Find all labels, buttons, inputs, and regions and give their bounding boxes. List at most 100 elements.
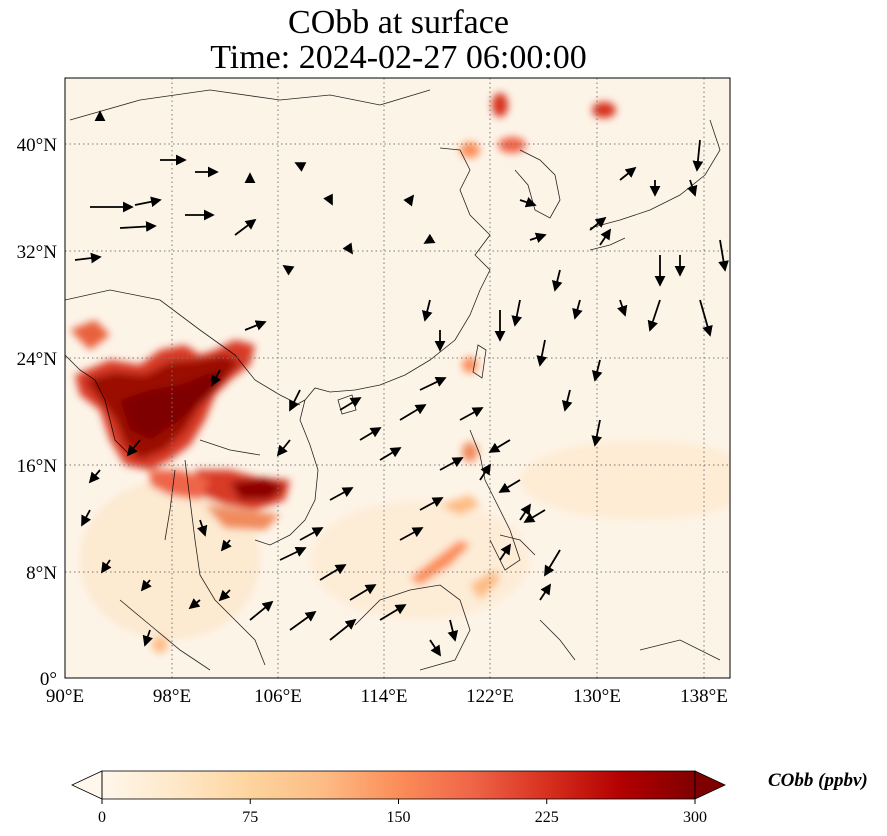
coastlines-borders (65, 89, 721, 671)
colorbar-label: CObb (ppbv) (768, 770, 868, 791)
wind-arrow (519, 197, 537, 208)
wind-arrow (488, 439, 511, 453)
wind-arrow (511, 299, 523, 327)
lon-tick-label: 122°E (466, 686, 514, 707)
wind-arrow (339, 397, 362, 411)
wind-arrow (429, 639, 441, 657)
wind-arrow (591, 359, 603, 382)
wind-arrow (342, 242, 353, 255)
wind-arrow (561, 389, 573, 412)
wind-arrow (279, 547, 307, 561)
wind-arrow (359, 427, 382, 441)
lon-tick-label: 138°E (680, 686, 728, 707)
wind-arrow (529, 232, 547, 243)
wind-arrow (419, 497, 444, 511)
colorbar-tick-label: 300 (683, 809, 707, 826)
map-panel (65, 78, 730, 678)
lat-tick-label: 8°N (26, 563, 57, 584)
lon-tick-label: 114°E (361, 686, 408, 707)
wind-arrow (551, 269, 563, 292)
wind-arrow (220, 539, 232, 552)
wind-arrow (244, 320, 267, 331)
wind-arrow (140, 579, 152, 592)
wind-arrow (544, 549, 561, 577)
wind-arrow (282, 265, 295, 276)
colorbar-tick-label: 75 (242, 809, 258, 826)
wind-arrow (379, 604, 407, 621)
wind-arrow (329, 618, 357, 641)
wind-arrow (329, 487, 354, 501)
wind-arrow (323, 193, 333, 206)
wind-arrow (498, 479, 521, 493)
wind-arrow (197, 519, 208, 537)
colorbar-extend-min (71, 770, 103, 800)
colorbar-tick-label: 225 (535, 809, 559, 826)
wind-arrow (479, 463, 491, 481)
wind-arrow (589, 216, 607, 231)
wind-arrow (599, 228, 611, 246)
wind-arrow (299, 527, 324, 541)
wind-arrow (619, 166, 637, 181)
wind-arrow (647, 299, 661, 332)
wind-arrow (142, 629, 153, 647)
lat-tick-label: 24°N (17, 349, 58, 370)
colorbar-extend-max (694, 770, 726, 800)
wind-arrow (687, 179, 698, 197)
wind-arrow (718, 239, 729, 272)
lat-tick-label: 32°N (17, 242, 58, 263)
colorbar: 0 75 150 225 300 (71, 770, 726, 826)
wind-arrow (403, 194, 415, 207)
lat-tick-label: 40°N (17, 135, 58, 156)
wind-arrow (572, 299, 583, 320)
wind-arrow (539, 583, 551, 601)
wind-arrow (617, 299, 628, 317)
wind-arrow (421, 299, 433, 322)
lon-tick-label: 98°E (153, 686, 191, 707)
wind-arrow (119, 221, 157, 232)
wind-arrow (399, 527, 424, 541)
wind-arrow (379, 447, 402, 461)
wind-arrow (319, 564, 347, 581)
wind-arrow (447, 619, 459, 642)
wind-arrow (419, 377, 447, 391)
wind-arrow (289, 389, 301, 412)
wind-arrow (523, 509, 546, 523)
lon-tick-label: 90°E (46, 686, 84, 707)
wind-arrow (126, 439, 141, 457)
longitude-tick-labels: 90°E 98°E 106°E 114°E 122°E 130°E 138°E (46, 686, 728, 707)
wind-arrow (692, 139, 704, 172)
wind-arrow (101, 559, 112, 574)
lat-tick-label: 16°N (17, 456, 58, 477)
wind-arrow (276, 439, 291, 457)
wind-arrow (399, 404, 427, 421)
lon-tick-label: 106°E (254, 686, 302, 707)
map-subtitle-time: Time: 2024-02-27 06:00:00 (210, 39, 587, 76)
wind-arrow (211, 369, 221, 387)
wind-arrow (188, 598, 201, 610)
wind-arrow (439, 457, 464, 471)
wind-arrow (289, 610, 317, 631)
wind-arrow (519, 503, 531, 521)
colorbar-tick-label: 150 (387, 809, 411, 826)
colorbar-tick-label: 0 (98, 809, 106, 826)
wind-arrow (81, 509, 91, 527)
wind-arrow (134, 196, 162, 208)
wind-arrow (536, 339, 548, 367)
wind-arrow (294, 162, 307, 172)
wind-arrow (699, 299, 713, 337)
wind-arrow (591, 419, 603, 447)
map-title: CObb at surface (288, 4, 509, 41)
wind-arrow (249, 600, 274, 621)
wind-arrow (459, 407, 484, 421)
colorbar-gradient-bar (102, 771, 695, 799)
wind-vector-field (74, 110, 729, 657)
lat-tick-label: 0° (40, 669, 57, 690)
wind-arrow (234, 218, 257, 236)
colorbar-ticks: 0 75 150 225 300 (98, 799, 707, 826)
map-frame (64, 77, 731, 679)
latitude-tick-labels: 0° 8°N 16°N 24°N 32°N 40°N (17, 135, 58, 690)
gridlines (65, 78, 730, 678)
wind-arrow (349, 584, 377, 601)
wind-arrow (499, 543, 511, 561)
